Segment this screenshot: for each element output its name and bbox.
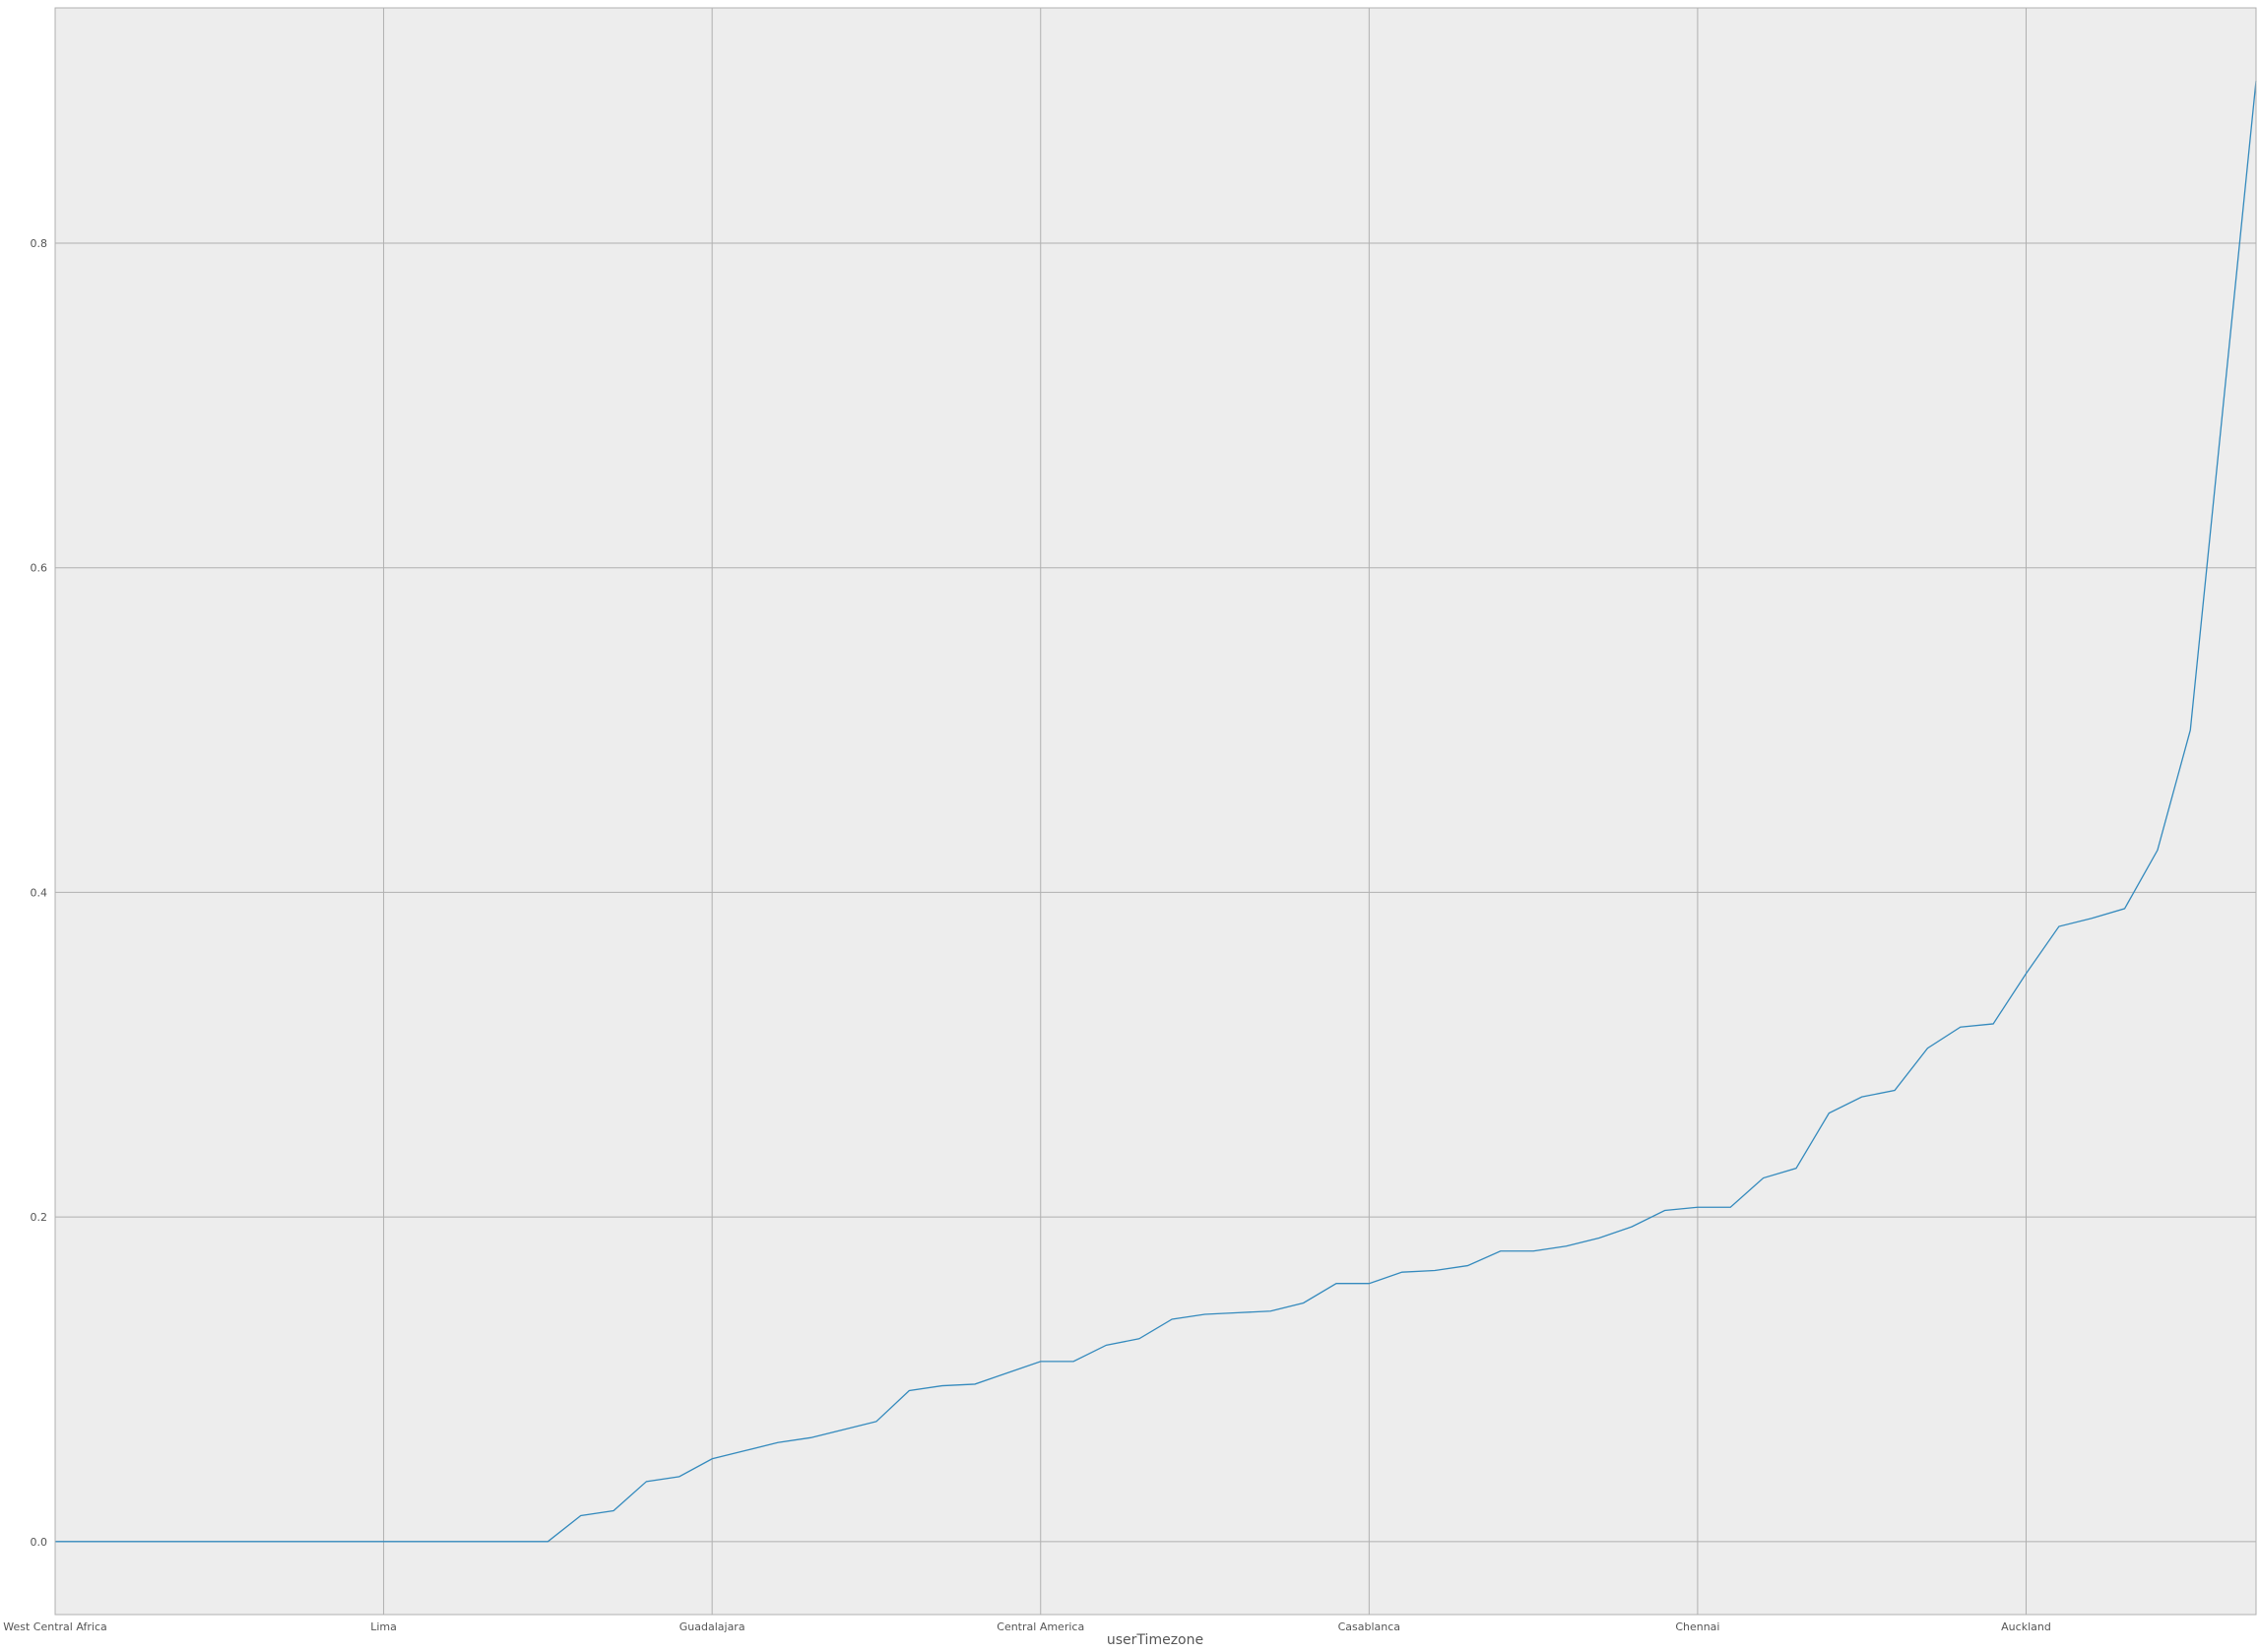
y-tick-label: 0.4 (31, 886, 48, 899)
x-tick-label: Central America (997, 1620, 1084, 1633)
x-axis-title: userTimezone (1107, 1632, 1203, 1648)
x-tick-label: Casablanca (1338, 1620, 1400, 1633)
x-tick-label: Guadalajara (679, 1620, 745, 1633)
x-tick-label: Auckland (2001, 1620, 2051, 1633)
y-tick-label: 0.6 (31, 562, 48, 575)
series-layer (55, 81, 2257, 1543)
plot-background (55, 8, 2256, 1615)
y-tick-label: 0.2 (31, 1211, 48, 1224)
plot-frame (54, 7, 2257, 1616)
x-axis-tick-labels: West Central Africa Lima Guadalajara Centra… (3, 1620, 2051, 1633)
x-tick-label: Lima (370, 1620, 397, 1633)
series-line (55, 81, 2257, 1543)
y-tick-label: 0.0 (31, 1536, 48, 1549)
x-tick-label: Chennai (1675, 1620, 1719, 1633)
x-tick-label: West Central Africa (3, 1620, 106, 1633)
y-tick-label: 0.8 (31, 237, 48, 250)
y-axis-tick-labels: 0.0 0.2 0.4 0.6 0.8 (31, 237, 48, 1549)
